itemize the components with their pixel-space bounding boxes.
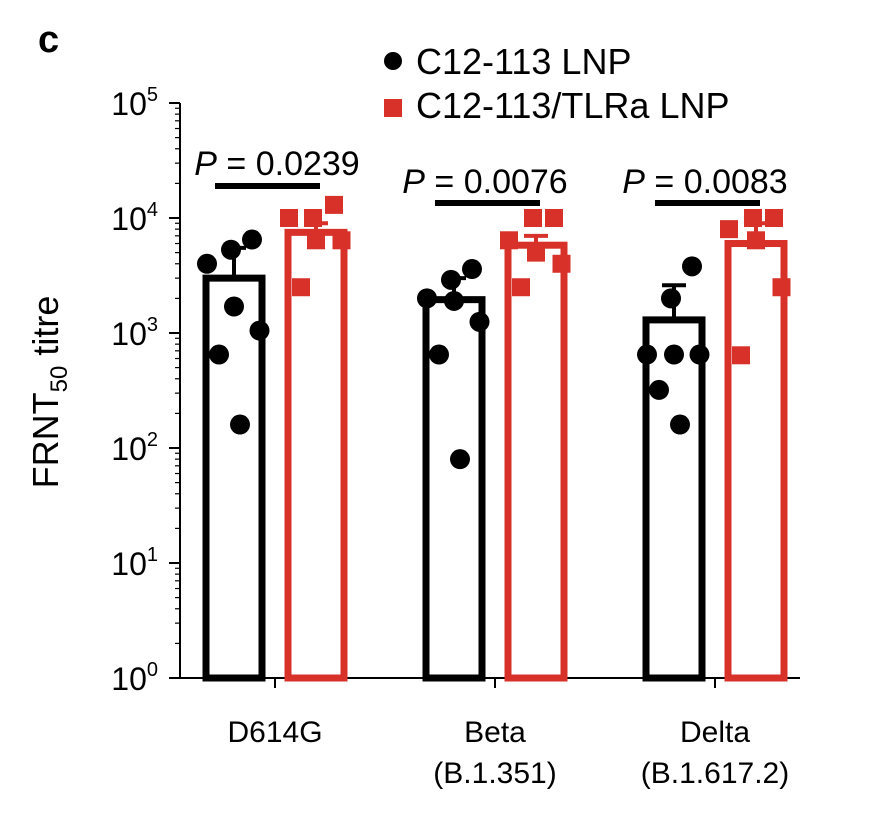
data-point-c12-113 — [242, 229, 262, 250]
y-tick-label-exponent: 3 — [147, 314, 158, 336]
x-tick-label: Delta — [680, 716, 750, 749]
data-point-c12-113 — [249, 320, 270, 341]
data-point-c12-113-tlra — [512, 278, 530, 297]
y-axis-label: FRNT50 titre — [25, 296, 73, 489]
y-tick-label-base: 10 — [111, 86, 147, 122]
data-point-c12-113-tlra — [552, 254, 571, 273]
x-tick-label: Beta — [464, 716, 526, 749]
data-point-c12-113 — [221, 239, 241, 260]
data-point-c12-113-tlra — [304, 209, 322, 227]
y-tick-label: 100 — [111, 659, 158, 697]
legend-label-series-1: C12-113 LNP — [416, 41, 631, 82]
data-point-c12-113 — [197, 253, 217, 274]
data-point-c12-113-tlra — [744, 209, 762, 227]
y-tick-label-exponent: 0 — [147, 659, 158, 681]
data-point-c12-113-tlra — [545, 209, 563, 227]
y-tick-label: 105 — [111, 84, 158, 122]
x-tick-label-line2: (B.1.617.2) — [641, 757, 789, 790]
p-value-symbol: P — [622, 163, 645, 201]
y-tick-label-base: 10 — [111, 201, 147, 237]
bar-c12-113-tlra — [504, 241, 568, 682]
y-tick-label: 104 — [111, 199, 158, 237]
data-point-c12-113 — [682, 256, 702, 277]
y-tick-label: 103 — [111, 314, 158, 352]
legend: C12-113 LNP C12-113/TLRa LNP — [384, 41, 730, 126]
p-value-symbol: P — [194, 145, 217, 183]
data-point-c12-113-tlra — [524, 209, 542, 227]
bar-c12-113-tlra — [724, 240, 788, 682]
y-axis-label-tail: titre — [25, 296, 66, 366]
data-point-c12-113-tlra — [765, 209, 783, 227]
y-tick-label: 101 — [111, 544, 158, 582]
data-point-c12-113-tlra — [772, 278, 791, 297]
legend-item-series-2: C12-113/TLRa LNP — [384, 85, 730, 126]
p-value-symbol: P — [402, 163, 425, 201]
y-axis-label-main: FRNT — [25, 392, 66, 488]
data-point-c12-113 — [417, 288, 437, 309]
p-value-number: = 0.0239 — [217, 145, 360, 183]
data-point-c12-113 — [441, 269, 461, 290]
y-tick-label: 102 — [111, 429, 158, 467]
p-value-annotation: P = 0.0239 — [194, 145, 359, 183]
data-point-c12-113-tlra — [325, 195, 343, 214]
y-tick-label-exponent: 4 — [147, 199, 158, 221]
y-tick-label-base: 10 — [111, 431, 147, 467]
p-value-number: = 0.0083 — [645, 163, 788, 201]
legend-label-series-2: C12-113/TLRa LNP — [416, 85, 730, 126]
x-tick-label: D614G — [227, 716, 322, 749]
legend-item-series-1: C12-113 LNP — [384, 41, 631, 82]
bar-c12-113-tlra — [284, 228, 348, 682]
data-point-c12-113 — [689, 344, 710, 365]
data-point-c12-113-tlra — [292, 278, 310, 297]
legend-marker-series-1 — [384, 52, 402, 70]
y-axis-label-subscript: 50 — [46, 366, 73, 393]
y-tick-label-exponent: 5 — [147, 84, 158, 106]
data-point-c12-113-tlra — [732, 346, 750, 365]
y-tick-label-exponent: 1 — [147, 544, 158, 566]
x-tick-label-line2: (B.1.351) — [433, 757, 556, 790]
data-point-c12-113 — [444, 290, 464, 311]
y-tick-label-base: 10 — [111, 316, 147, 352]
y-tick-label-exponent: 2 — [147, 429, 158, 451]
data-point-c12-113-tlra — [500, 231, 518, 250]
data-point-c12-113 — [429, 344, 449, 365]
data-point-c12-113 — [230, 414, 250, 435]
data-point-c12-113 — [450, 449, 470, 470]
data-point-c12-113 — [664, 344, 684, 365]
data-point-c12-113-tlra — [280, 209, 298, 227]
data-point-c12-113-tlra — [307, 231, 325, 250]
bar-c12-113 — [642, 316, 706, 682]
y-tick-label-base: 10 — [111, 546, 147, 582]
data-point-c12-113-tlra — [720, 220, 738, 239]
data-point-c12-113 — [209, 344, 229, 365]
p-value-number: = 0.0076 — [425, 163, 568, 201]
data-point-c12-113-tlra — [527, 243, 545, 262]
data-point-c12-113 — [462, 259, 482, 280]
data-point-c12-113 — [469, 311, 490, 332]
data-point-c12-113 — [649, 379, 669, 400]
p-value-annotation: P = 0.0083 — [622, 163, 787, 201]
data-point-c12-113-tlra — [332, 231, 351, 250]
data-point-c12-113 — [670, 414, 690, 435]
panel-label: c — [38, 19, 59, 61]
data-point-c12-113 — [661, 288, 681, 309]
y-tick-label-base: 10 — [111, 661, 147, 697]
bar-c12-113 — [202, 274, 266, 682]
data-point-c12-113 — [224, 296, 244, 317]
data-point-c12-113-tlra — [747, 231, 765, 250]
legend-marker-series-2 — [384, 99, 402, 117]
p-value-annotation: P = 0.0076 — [402, 163, 567, 201]
data-point-c12-113 — [637, 344, 657, 365]
